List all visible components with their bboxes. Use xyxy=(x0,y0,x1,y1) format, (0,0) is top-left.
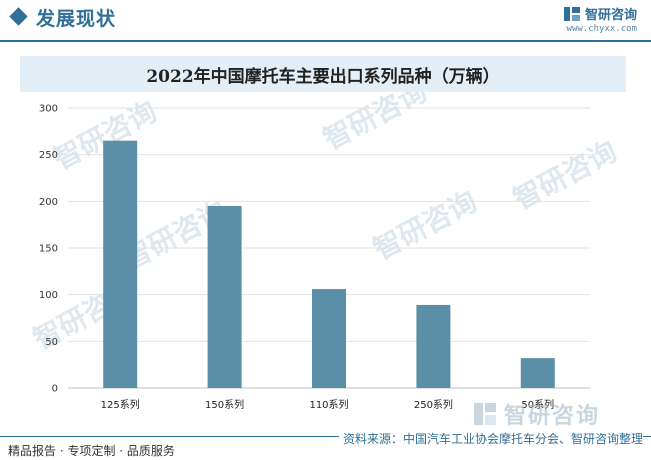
watermark-logo-icon xyxy=(474,403,496,425)
bars xyxy=(103,140,555,388)
bar xyxy=(416,304,451,388)
x-category-label: 150系列 xyxy=(205,398,244,411)
x-category-label: 50系列 xyxy=(521,398,554,411)
header-divider xyxy=(0,40,651,42)
watermark-text: 智研咨询 xyxy=(504,404,601,429)
bar xyxy=(312,289,346,388)
y-tick-label: 100 xyxy=(39,290,58,301)
y-tick-label: 0 xyxy=(52,384,58,395)
footer-slogan: 精品报告 · 专项定制 · 品质服务 xyxy=(8,444,175,458)
y-tick-label: 150 xyxy=(39,244,58,255)
brand-url: www.chyxx.com xyxy=(566,24,637,34)
bar xyxy=(103,140,138,388)
bar xyxy=(207,206,242,388)
brand-name: 智研咨询 xyxy=(584,8,637,23)
y-tick-label: 300 xyxy=(39,104,58,115)
footer-divider xyxy=(0,436,651,437)
y-tick-label: 200 xyxy=(39,197,58,208)
y-tick-label: 250 xyxy=(39,150,58,161)
chart-title-band: 2022年中国摩托车主要出口系列品种（万辆） xyxy=(20,56,626,92)
header: 发展现状 智研咨询 www.chyxx.com xyxy=(0,0,651,42)
watermark-text: 智研咨询 xyxy=(368,184,482,266)
watermark-text: 智研咨询 xyxy=(508,134,622,216)
section-title: 发展现状 xyxy=(36,8,117,30)
x-category-label: 110系列 xyxy=(309,398,348,411)
chart-title: 2022年中国摩托车主要出口系列品种（万辆） xyxy=(146,66,500,87)
brand-logo-icon xyxy=(563,6,580,21)
y-tick-label: 50 xyxy=(45,337,58,348)
x-axis: 125系列 150系列 110系列 250系列 50系列 xyxy=(101,398,555,411)
bottom-watermark: 智研咨询 xyxy=(472,398,600,430)
y-axis: 0 50 100 150 200 250 300 xyxy=(39,104,58,395)
x-category-label: 250系列 xyxy=(414,398,453,411)
bar xyxy=(520,358,555,388)
x-category-label: 125系列 xyxy=(101,398,140,411)
data-source: 资料来源：中国汽车工业协会摩托车分会、智研咨询整理 xyxy=(338,430,643,447)
brand: 智研咨询 www.chyxx.com xyxy=(563,4,637,34)
